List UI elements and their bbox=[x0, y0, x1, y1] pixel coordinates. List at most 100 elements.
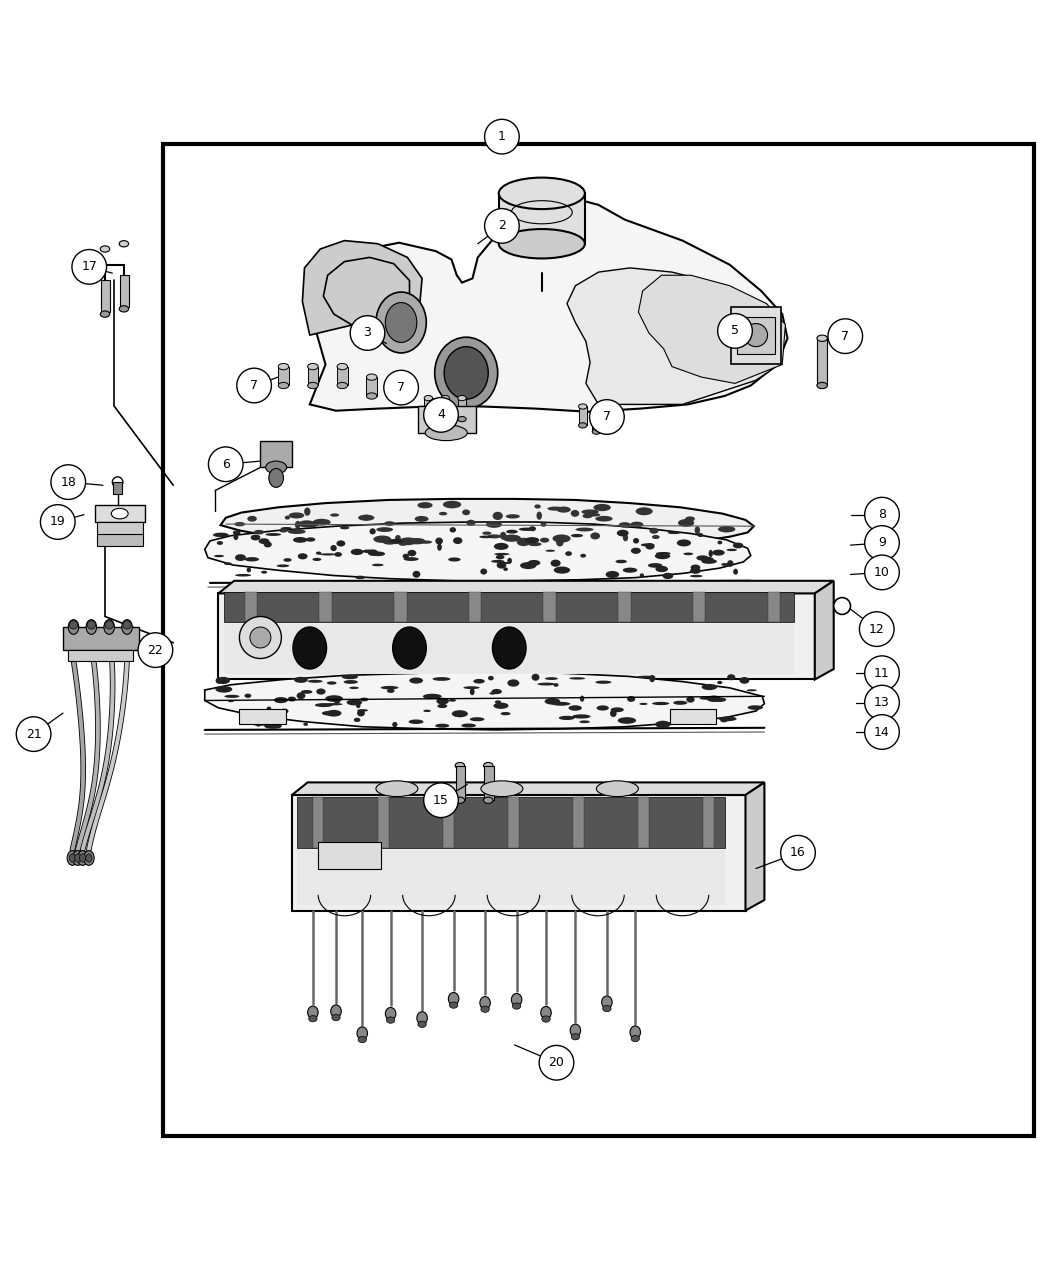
Circle shape bbox=[865, 555, 899, 590]
Ellipse shape bbox=[341, 674, 358, 680]
Ellipse shape bbox=[541, 523, 546, 527]
Circle shape bbox=[865, 715, 899, 750]
Bar bbox=[468, 593, 481, 622]
Ellipse shape bbox=[278, 382, 289, 389]
Ellipse shape bbox=[529, 527, 536, 532]
Ellipse shape bbox=[279, 528, 288, 533]
Ellipse shape bbox=[627, 696, 635, 703]
Ellipse shape bbox=[748, 705, 763, 710]
Ellipse shape bbox=[474, 678, 485, 683]
Ellipse shape bbox=[727, 674, 735, 681]
Bar bbox=[737, 317, 775, 354]
Ellipse shape bbox=[233, 530, 240, 536]
Ellipse shape bbox=[571, 510, 580, 516]
Ellipse shape bbox=[372, 564, 383, 566]
Polygon shape bbox=[815, 581, 834, 680]
Ellipse shape bbox=[631, 548, 640, 553]
Bar bbox=[163, 144, 1034, 1136]
Text: 3: 3 bbox=[363, 326, 372, 339]
Ellipse shape bbox=[372, 552, 385, 556]
Ellipse shape bbox=[744, 324, 768, 347]
Ellipse shape bbox=[482, 532, 491, 536]
Ellipse shape bbox=[480, 569, 487, 575]
Ellipse shape bbox=[251, 534, 260, 541]
Circle shape bbox=[484, 120, 519, 154]
Ellipse shape bbox=[547, 506, 564, 511]
Ellipse shape bbox=[415, 516, 428, 521]
Ellipse shape bbox=[315, 703, 333, 708]
Circle shape bbox=[865, 685, 899, 720]
Ellipse shape bbox=[507, 557, 512, 564]
Ellipse shape bbox=[631, 1035, 639, 1042]
Ellipse shape bbox=[308, 363, 318, 370]
Ellipse shape bbox=[87, 621, 96, 629]
Ellipse shape bbox=[334, 697, 340, 704]
Bar bbox=[817, 337, 827, 385]
Ellipse shape bbox=[120, 241, 128, 247]
Ellipse shape bbox=[552, 534, 570, 543]
Bar bbox=[319, 593, 332, 622]
Ellipse shape bbox=[556, 538, 564, 547]
Bar bbox=[94, 505, 145, 521]
Ellipse shape bbox=[423, 710, 430, 711]
Ellipse shape bbox=[444, 347, 488, 399]
Ellipse shape bbox=[499, 230, 585, 259]
Ellipse shape bbox=[528, 542, 542, 546]
Ellipse shape bbox=[572, 714, 590, 719]
Circle shape bbox=[384, 370, 418, 405]
Ellipse shape bbox=[565, 551, 572, 556]
Ellipse shape bbox=[739, 677, 750, 683]
Ellipse shape bbox=[517, 538, 530, 546]
Ellipse shape bbox=[491, 560, 505, 562]
Ellipse shape bbox=[306, 537, 315, 542]
Ellipse shape bbox=[294, 677, 308, 683]
Ellipse shape bbox=[425, 425, 467, 441]
Text: 17: 17 bbox=[81, 260, 98, 273]
Ellipse shape bbox=[448, 992, 459, 1005]
Ellipse shape bbox=[281, 527, 292, 529]
Bar bbox=[443, 797, 454, 848]
Ellipse shape bbox=[607, 404, 615, 409]
Ellipse shape bbox=[701, 683, 717, 690]
Polygon shape bbox=[746, 783, 764, 910]
Ellipse shape bbox=[492, 511, 503, 520]
Text: 7: 7 bbox=[841, 330, 849, 343]
Ellipse shape bbox=[581, 553, 586, 557]
Ellipse shape bbox=[393, 722, 397, 727]
Ellipse shape bbox=[254, 530, 265, 534]
Text: 11: 11 bbox=[874, 667, 890, 680]
Ellipse shape bbox=[385, 1007, 396, 1020]
Ellipse shape bbox=[479, 536, 492, 538]
Ellipse shape bbox=[255, 720, 261, 727]
Ellipse shape bbox=[313, 558, 321, 561]
Ellipse shape bbox=[250, 627, 271, 648]
Ellipse shape bbox=[437, 697, 449, 705]
Ellipse shape bbox=[483, 762, 493, 769]
Bar bbox=[592, 413, 601, 432]
Ellipse shape bbox=[366, 393, 377, 399]
Ellipse shape bbox=[215, 686, 232, 692]
Ellipse shape bbox=[700, 557, 714, 562]
Circle shape bbox=[237, 368, 271, 403]
Circle shape bbox=[423, 398, 458, 432]
Ellipse shape bbox=[301, 690, 313, 694]
Ellipse shape bbox=[239, 617, 281, 658]
Bar bbox=[484, 765, 493, 801]
Ellipse shape bbox=[525, 537, 540, 543]
Ellipse shape bbox=[580, 696, 584, 701]
Circle shape bbox=[208, 448, 243, 482]
Ellipse shape bbox=[235, 574, 251, 576]
Ellipse shape bbox=[553, 683, 559, 687]
Ellipse shape bbox=[575, 528, 593, 532]
Text: 16: 16 bbox=[790, 847, 806, 859]
Ellipse shape bbox=[733, 569, 738, 575]
Ellipse shape bbox=[727, 560, 734, 567]
Ellipse shape bbox=[817, 382, 827, 389]
Ellipse shape bbox=[410, 677, 423, 683]
Ellipse shape bbox=[358, 1037, 366, 1043]
Ellipse shape bbox=[497, 562, 510, 565]
Bar bbox=[418, 407, 476, 432]
Bar bbox=[308, 367, 318, 385]
Ellipse shape bbox=[678, 519, 694, 527]
Text: 6: 6 bbox=[222, 458, 230, 470]
